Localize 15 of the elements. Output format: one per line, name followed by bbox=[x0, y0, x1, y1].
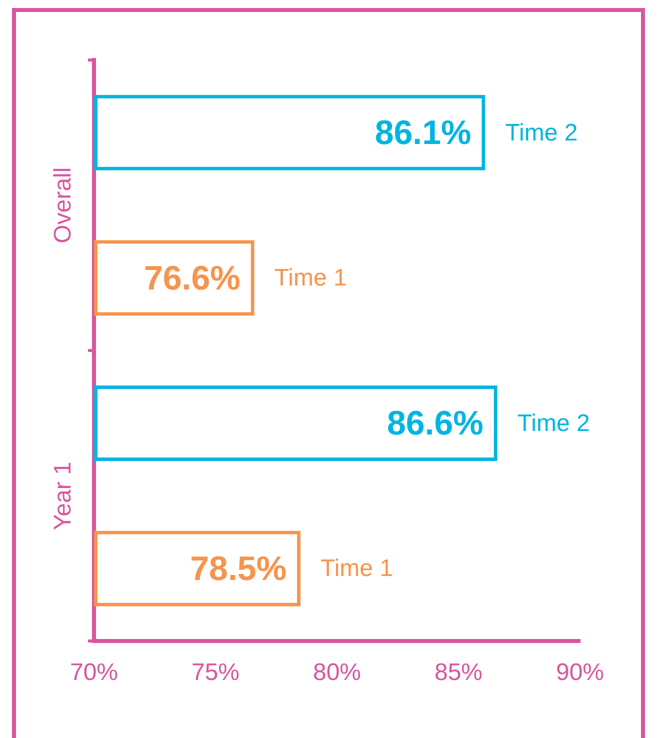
x-tick-label: 80% bbox=[312, 659, 362, 686]
series-label: Time 2 bbox=[505, 119, 578, 146]
x-tick-label: 90% bbox=[556, 659, 604, 686]
data-label: 78.5% bbox=[190, 550, 287, 588]
x-tick-label: 85% bbox=[434, 659, 483, 686]
data-label: 76.6% bbox=[144, 259, 240, 298]
data-label: 86.1% bbox=[374, 114, 472, 152]
y-tick-label: Overall bbox=[50, 167, 77, 244]
x-tick-label: 70% bbox=[70, 659, 118, 686]
data-label: 86.6% bbox=[386, 404, 484, 443]
x-tick-label: 75% bbox=[191, 659, 240, 686]
series-label: Time 1 bbox=[274, 264, 347, 292]
y-tick-label: Year 1 bbox=[50, 462, 77, 530]
text: Time 1 bbox=[320, 555, 394, 582]
text: Time 2 bbox=[517, 410, 590, 437]
